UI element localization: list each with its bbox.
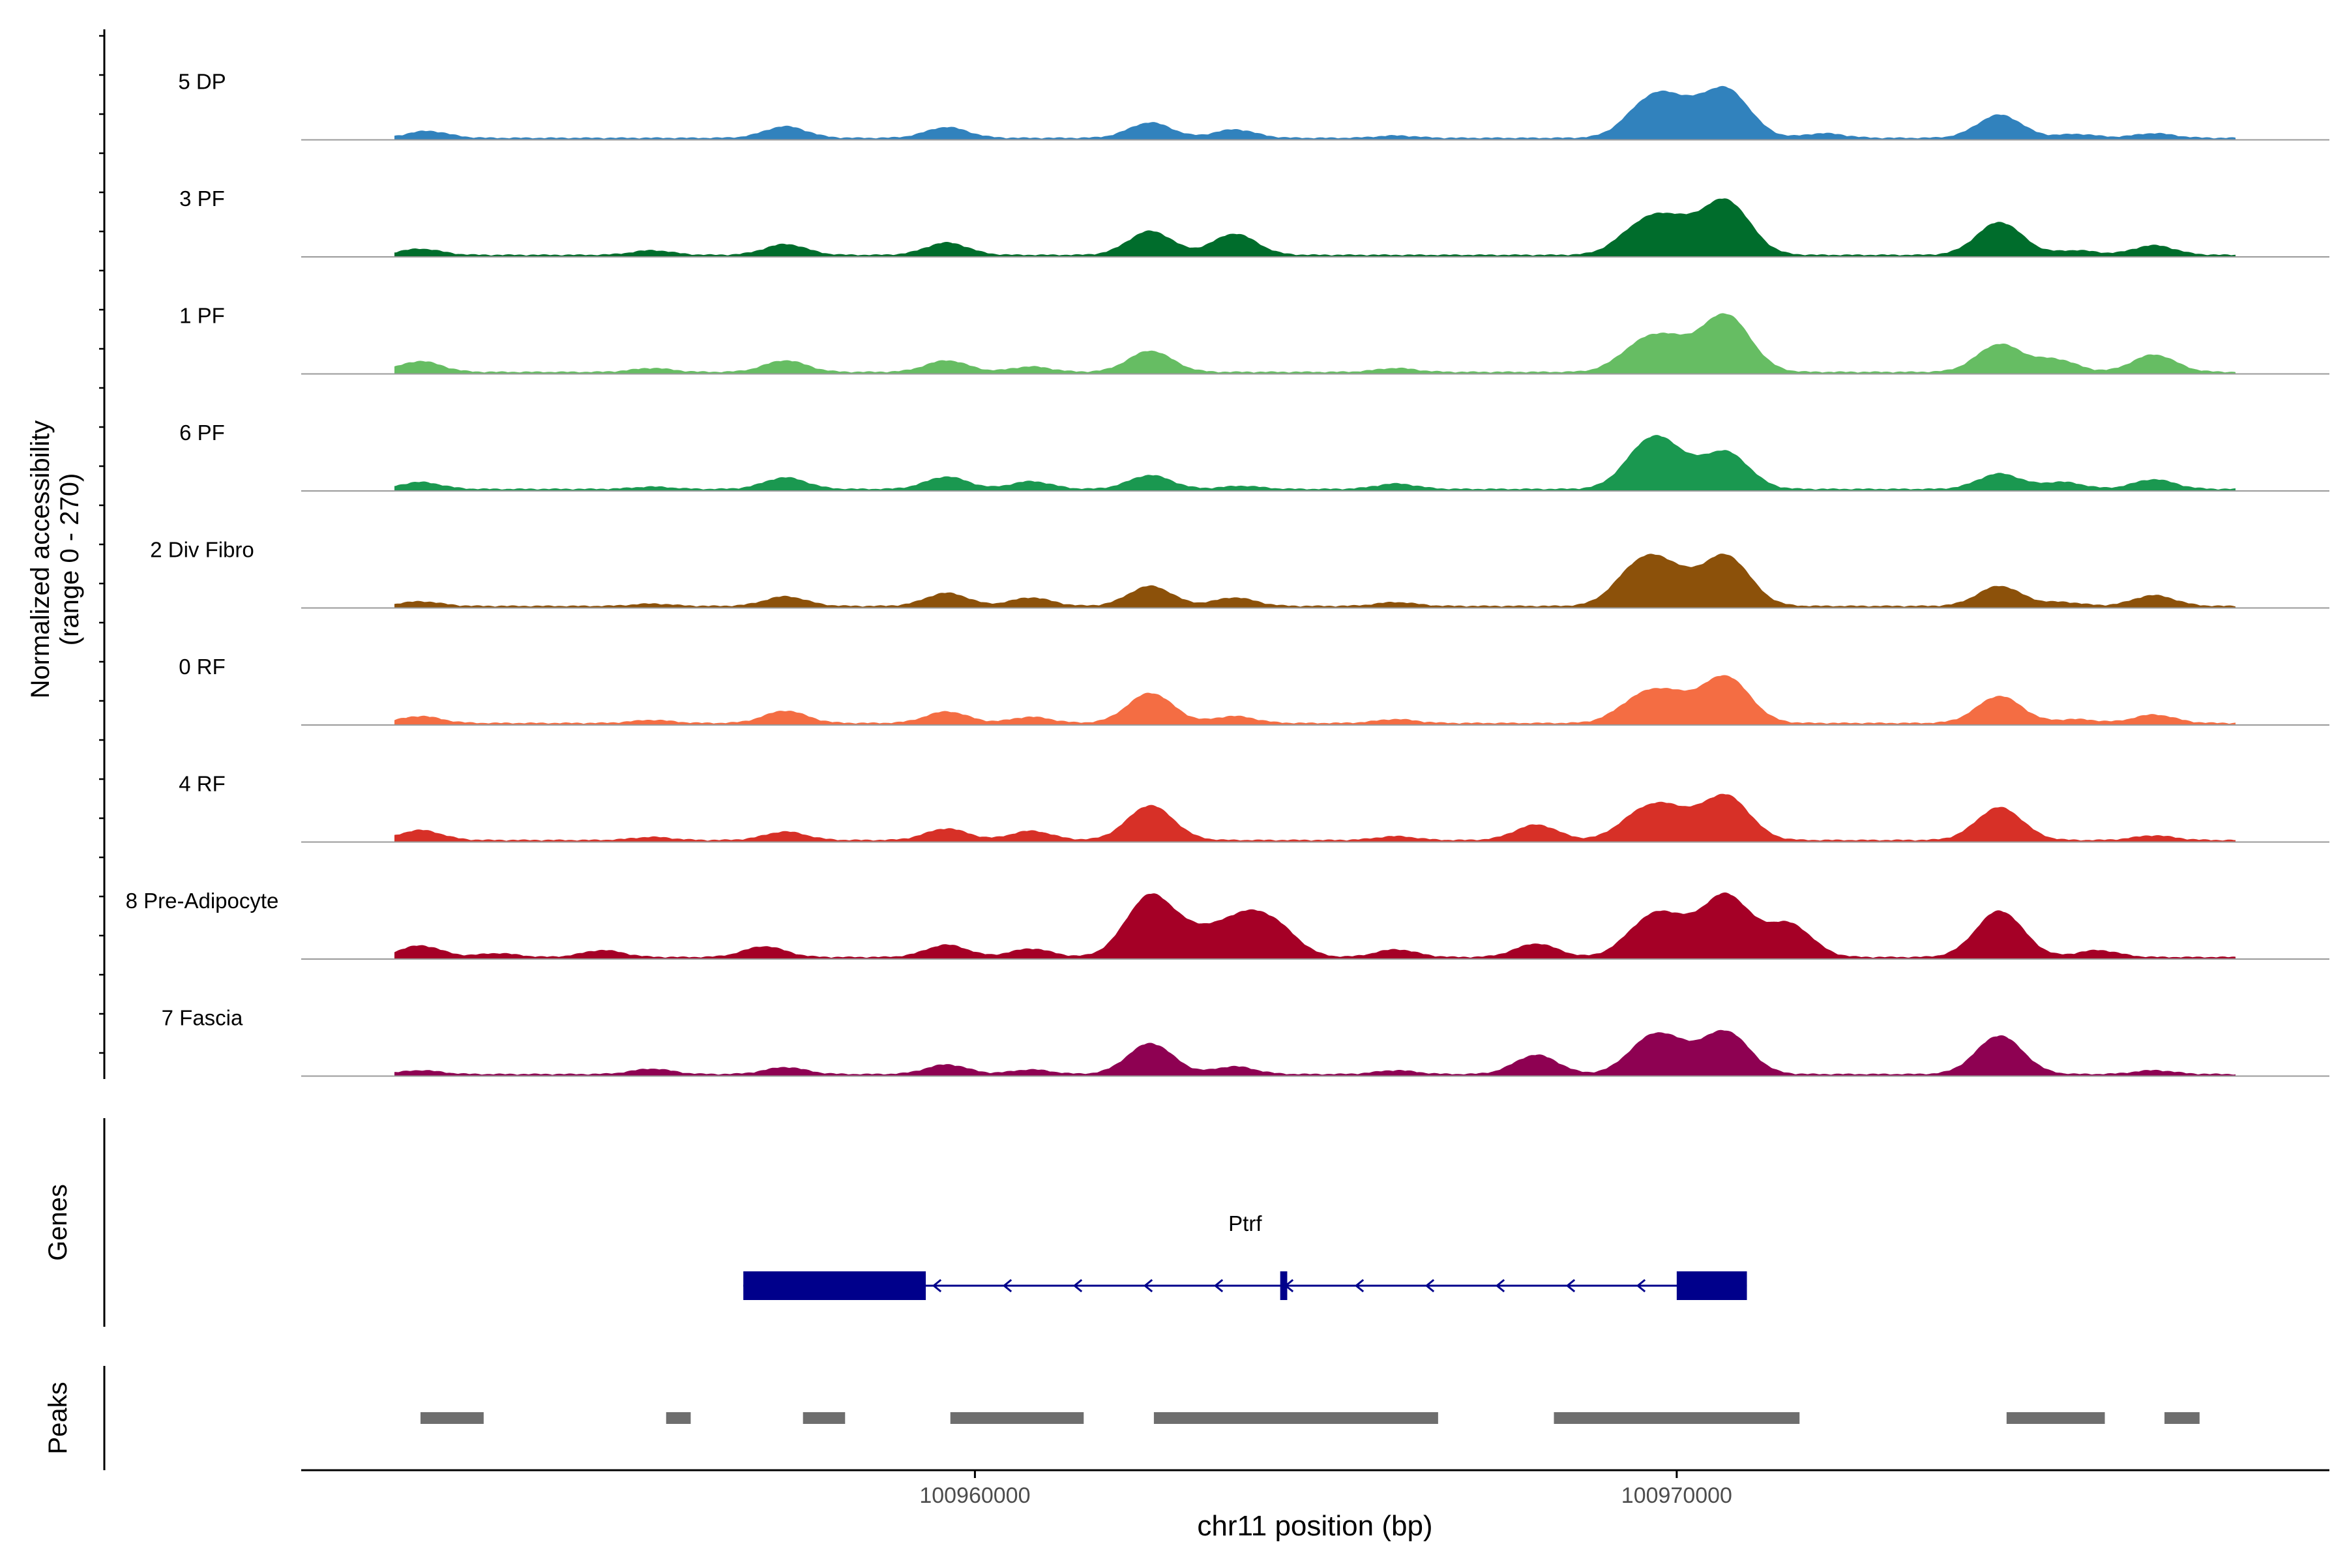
track-8-pre-adipocyte: 8 Pre-Adipocyte — [126, 889, 2329, 960]
strand-arrow — [1565, 1279, 1576, 1293]
track-2-div-fibro: 2 Div Fibro — [150, 538, 2329, 609]
coverage-area — [394, 554, 2236, 608]
x-axis-label: chr11 position (bp) — [1197, 1510, 1432, 1542]
peak-bar — [421, 1412, 484, 1424]
coverage-area — [394, 198, 2236, 257]
peak-bar — [666, 1412, 691, 1424]
coverage-area — [394, 793, 2236, 842]
peaks-axis-label: Peaks — [44, 1382, 72, 1454]
peak-bar — [1153, 1412, 1438, 1424]
track-4-rf: 4 RF — [179, 772, 2329, 843]
coverage-tracks: 5 DP 3 PF 1 PF 6 PF 2 Div Fibro 0 RF 4 RF 8 Pre… — [126, 70, 2329, 1077]
track-label: 0 RF — [179, 655, 226, 679]
track-label: 4 RF — [179, 772, 226, 796]
coverage-area — [394, 1029, 2236, 1076]
peak-annotation — [421, 1412, 2200, 1424]
track-label: 2 Div Fibro — [150, 538, 254, 562]
y-axis-label-line2: (range 0 - 270) — [55, 473, 84, 646]
strand-arrow — [1354, 1279, 1365, 1293]
x-tick-label: 100960000 — [919, 1483, 1030, 1508]
coverage-area — [394, 435, 2236, 491]
track-label: 7 Fascia — [162, 1006, 243, 1030]
peak-bar — [2164, 1412, 2200, 1424]
peak-bar — [950, 1412, 1084, 1424]
strand-arrow — [932, 1279, 942, 1293]
strand-arrow — [1424, 1279, 1435, 1293]
track-label: 5 DP — [178, 70, 226, 94]
track-label: 8 Pre-Adipocyte — [126, 889, 279, 913]
gene-exon — [743, 1271, 926, 1300]
track-6-pf: 6 PF — [179, 421, 2329, 492]
y-axis-label-line1: Normalized accessibility — [26, 421, 55, 699]
coverage-area — [394, 85, 2236, 140]
track-7-fascia: 7 Fascia — [162, 1006, 2329, 1077]
track-5-dp: 5 DP — [178, 70, 2329, 141]
peak-bar — [2006, 1412, 2105, 1424]
track-0-rf: 0 RF — [179, 655, 2329, 726]
peak-bar — [1554, 1412, 1800, 1424]
x-tick-label: 100970000 — [1621, 1483, 1732, 1508]
strand-arrow — [1002, 1279, 1012, 1293]
gene-exon — [1280, 1271, 1288, 1300]
genes-axis-label: Genes — [44, 1184, 72, 1261]
coverage-area — [394, 675, 2236, 725]
strand-arrow — [1072, 1279, 1083, 1293]
peak-bar — [803, 1412, 846, 1424]
strand-arrow — [1213, 1279, 1224, 1293]
gene-name-label: Ptrf — [1228, 1211, 1262, 1235]
track-label: 1 PF — [179, 304, 225, 328]
strand-arrow — [1143, 1279, 1153, 1293]
track-1-pf: 1 PF — [179, 304, 2329, 375]
strand-arrow — [1495, 1279, 1505, 1293]
track-label: 6 PF — [179, 421, 225, 445]
strand-arrow — [1636, 1279, 1646, 1293]
x-axis-ticks: 100960000 100970000 — [919, 1470, 1732, 1508]
coverage-y-ticks — [99, 35, 104, 1054]
track-label: 3 PF — [179, 186, 225, 211]
gene-annotation: Ptrf — [743, 1211, 1747, 1300]
coverage-area — [394, 892, 2236, 959]
track-3-pf: 3 PF — [179, 186, 2329, 258]
gene-exon — [1676, 1271, 1747, 1300]
coverage-area — [394, 313, 2236, 374]
